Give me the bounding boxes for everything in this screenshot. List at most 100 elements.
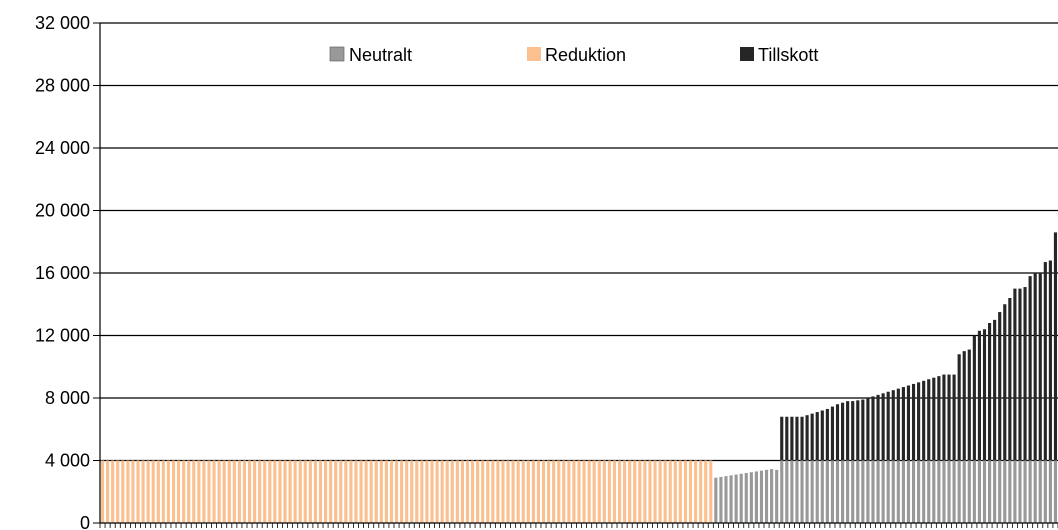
bar-neutralt xyxy=(739,473,743,523)
y-tick-label: 32 000 xyxy=(35,13,90,33)
bar-tillskott xyxy=(851,401,855,461)
bar-neutralt xyxy=(724,476,728,524)
bar-tillskott xyxy=(906,385,911,461)
bar-reduktion xyxy=(440,460,444,523)
bar-reduktion xyxy=(298,460,302,523)
bar-tillskott xyxy=(896,388,900,461)
bar-tillskott xyxy=(866,398,870,461)
bar-neutralt xyxy=(957,460,961,523)
bar-tillskott xyxy=(825,408,829,461)
bar-reduktion xyxy=(288,460,292,523)
bar-reduktion xyxy=(420,460,424,523)
bar-reduktion xyxy=(683,460,688,523)
y-tick-label: 16 000 xyxy=(35,263,90,283)
bar-reduktion xyxy=(445,460,449,523)
bar-neutralt xyxy=(825,460,829,523)
bar-tillskott xyxy=(1053,232,1058,461)
bar-reduktion xyxy=(329,460,333,523)
bar-tillskott xyxy=(1028,276,1032,461)
bar-neutralt xyxy=(1038,460,1042,523)
bar-reduktion xyxy=(242,460,247,523)
bar-tillskott xyxy=(952,374,956,461)
bar-neutralt xyxy=(906,460,911,523)
bar-reduktion xyxy=(182,460,186,523)
bar-reduktion xyxy=(521,460,525,523)
bar-reduktion xyxy=(638,460,642,523)
bar-tillskott xyxy=(846,401,850,461)
bar-neutralt xyxy=(759,470,764,523)
bar-neutralt xyxy=(1053,460,1058,523)
bar-reduktion xyxy=(673,460,677,523)
y-tick-label: 28 000 xyxy=(35,76,90,96)
bar-reduktion xyxy=(405,460,409,523)
bar-reduktion xyxy=(323,460,328,523)
bar-neutralt xyxy=(972,460,976,523)
bar-reduktion xyxy=(136,460,140,523)
bar-tillskott xyxy=(1038,273,1042,461)
bar-tillskott xyxy=(805,415,809,461)
bar-reduktion xyxy=(202,460,206,523)
bar-reduktion xyxy=(597,460,601,523)
bar-reduktion xyxy=(278,460,282,523)
bar-reduktion xyxy=(628,460,632,523)
bar-reduktion xyxy=(460,460,464,523)
bar-reduktion xyxy=(658,460,662,523)
bar-neutralt xyxy=(810,460,814,523)
bar-tillskott xyxy=(1023,287,1027,461)
bar-reduktion xyxy=(187,460,191,523)
bar-neutralt xyxy=(962,460,966,523)
bars xyxy=(100,232,1058,524)
bar-tillskott xyxy=(901,387,905,461)
bar-tillskott xyxy=(982,329,987,461)
bar-reduktion xyxy=(364,460,368,523)
bar-tillskott xyxy=(967,349,971,461)
bar-neutralt xyxy=(866,460,870,523)
bar-reduktion xyxy=(501,460,505,523)
bar-reduktion xyxy=(668,460,672,523)
bar-reduktion xyxy=(648,460,652,523)
bar-reduktion xyxy=(283,460,287,523)
bar-tillskott xyxy=(830,406,835,461)
bar-neutralt xyxy=(942,460,946,523)
bar-reduktion xyxy=(587,460,591,523)
bar-tillskott xyxy=(835,404,840,461)
legend-swatch-reduktion xyxy=(527,47,541,61)
bar-tillskott xyxy=(1018,288,1022,461)
bar-neutralt xyxy=(876,460,880,523)
bar-reduktion xyxy=(643,460,647,523)
bar-reduktion xyxy=(567,460,571,523)
bar-reduktion xyxy=(410,460,414,523)
bar-reduktion xyxy=(435,460,439,523)
bar-tillskott xyxy=(917,382,921,461)
bar-reduktion xyxy=(653,460,657,523)
bar-tillskott xyxy=(988,323,992,461)
bar-tillskott xyxy=(780,416,784,461)
bar-neutralt xyxy=(835,460,840,523)
bar-neutralt xyxy=(896,460,900,523)
bar-reduktion xyxy=(197,460,201,523)
bar-reduktion xyxy=(222,460,226,523)
bar-reduktion xyxy=(430,460,434,523)
bar-reduktion xyxy=(313,460,317,523)
bar-neutralt xyxy=(805,460,809,523)
bar-reduktion xyxy=(496,460,500,523)
bar-reduktion xyxy=(455,460,459,523)
bar-neutralt xyxy=(800,460,804,523)
gridlines xyxy=(100,22,1058,462)
bar-reduktion xyxy=(354,460,358,523)
bar-reduktion xyxy=(394,460,399,523)
bar-neutralt xyxy=(871,460,875,523)
bar-reduktion xyxy=(465,460,470,523)
bar-reduktion xyxy=(612,460,617,523)
bar-tillskott xyxy=(947,374,951,461)
bar-tillskott xyxy=(922,380,926,461)
bar-reduktion xyxy=(617,460,622,523)
bar-reduktion xyxy=(156,460,160,523)
bar-tillskott xyxy=(871,396,875,461)
bar-neutralt xyxy=(1028,460,1032,523)
bar-reduktion xyxy=(237,460,241,523)
y-tick-label: 0 xyxy=(80,513,90,530)
bar-reduktion xyxy=(258,460,262,523)
bar-neutralt xyxy=(815,460,819,523)
bar-reduktion xyxy=(308,460,312,523)
